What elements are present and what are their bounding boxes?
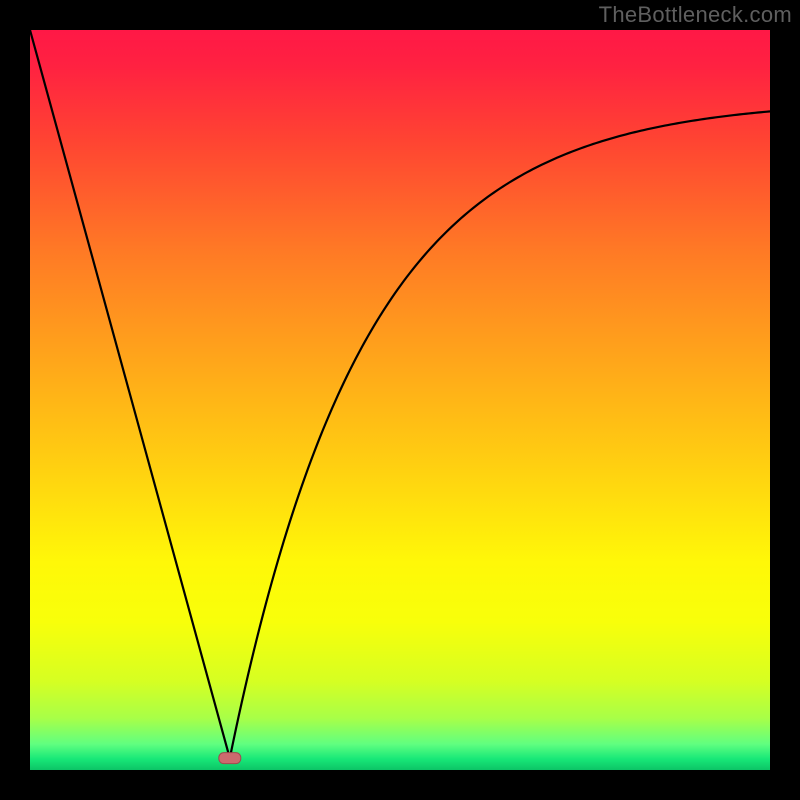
plot-gradient-background [30,30,770,770]
bottleneck-chart [0,0,800,800]
optimal-point-marker [219,753,241,764]
watermark-text: TheBottleneck.com [599,2,792,28]
chart-container: TheBottleneck.com [0,0,800,800]
